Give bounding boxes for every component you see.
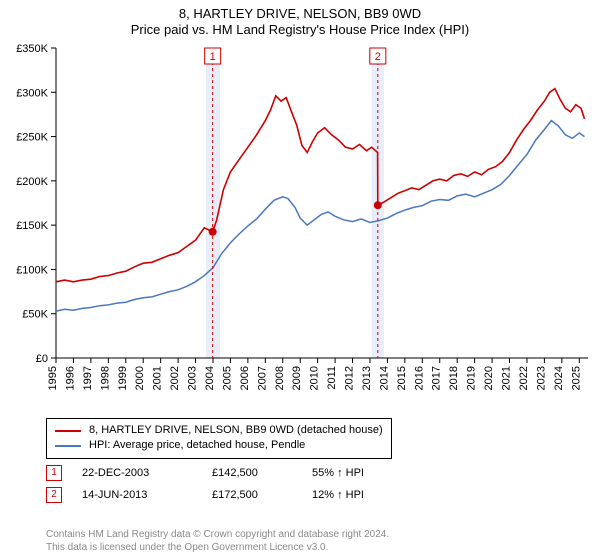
legend: 8, HARTLEY DRIVE, NELSON, BB9 0WD (detac… bbox=[46, 418, 392, 459]
sales-marker-row: 1 22-DEC-2003 £142,500 55% ↑ HPI bbox=[46, 462, 422, 484]
svg-text:2020: 2020 bbox=[483, 366, 495, 390]
svg-text:2010: 2010 bbox=[309, 366, 321, 390]
attribution-line: This data is licensed under the Open Gov… bbox=[46, 541, 389, 554]
legend-item: HPI: Average price, detached house, Pend… bbox=[55, 438, 383, 453]
svg-text:2016: 2016 bbox=[413, 366, 425, 390]
svg-text:2000: 2000 bbox=[134, 366, 146, 390]
svg-text:2019: 2019 bbox=[466, 366, 478, 390]
svg-text:2009: 2009 bbox=[291, 366, 303, 390]
legend-swatch bbox=[55, 430, 81, 432]
legend-label: HPI: Average price, detached house, Pend… bbox=[89, 438, 305, 453]
svg-text:2022: 2022 bbox=[518, 366, 530, 390]
svg-text:2021: 2021 bbox=[501, 366, 513, 390]
line-chart: £0 £50K £100K £150K £200K £250K £300K £350K 1995… bbox=[0, 40, 600, 410]
svg-text:2011: 2011 bbox=[326, 366, 338, 390]
legend-item: 8, HARTLEY DRIVE, NELSON, BB9 0WD (detac… bbox=[55, 423, 383, 438]
chart-title: 8, HARTLEY DRIVE, NELSON, BB9 0WD bbox=[0, 6, 600, 22]
svg-text:2014: 2014 bbox=[378, 366, 390, 390]
svg-text:2024: 2024 bbox=[553, 366, 565, 390]
svg-text:2023: 2023 bbox=[535, 366, 547, 390]
svg-text:2004: 2004 bbox=[204, 366, 216, 390]
svg-text:2005: 2005 bbox=[221, 366, 233, 390]
chart-titles: 8, HARTLEY DRIVE, NELSON, BB9 0WD Price … bbox=[0, 0, 600, 39]
svg-text:1998: 1998 bbox=[99, 366, 111, 390]
marker-badge: 2 bbox=[46, 487, 62, 503]
svg-text:£50K: £50K bbox=[22, 309, 48, 321]
marker-hpi: 12% ↑ HPI bbox=[312, 489, 422, 501]
svg-text:2: 2 bbox=[375, 51, 381, 63]
marker-date: 14-JUN-2013 bbox=[82, 489, 212, 501]
sales-marker-row: 2 14-JUN-2013 £172,500 12% ↑ HPI bbox=[46, 484, 422, 506]
svg-text:1997: 1997 bbox=[82, 366, 94, 390]
svg-text:1: 1 bbox=[210, 51, 216, 63]
marker-price: £172,500 bbox=[212, 489, 312, 501]
marker-date: 22-DEC-2003 bbox=[82, 467, 212, 479]
svg-text:2017: 2017 bbox=[431, 366, 443, 390]
svg-text:2003: 2003 bbox=[187, 366, 199, 390]
svg-text:1999: 1999 bbox=[117, 366, 129, 390]
svg-text:2012: 2012 bbox=[344, 366, 356, 390]
svg-text:2013: 2013 bbox=[361, 366, 373, 390]
svg-text:£150K: £150K bbox=[16, 220, 48, 232]
svg-text:2018: 2018 bbox=[448, 366, 460, 390]
svg-text:£0: £0 bbox=[36, 353, 48, 365]
svg-text:2008: 2008 bbox=[274, 366, 286, 390]
svg-text:£100K: £100K bbox=[16, 264, 48, 276]
svg-text:2002: 2002 bbox=[169, 366, 181, 390]
legend-label: 8, HARTLEY DRIVE, NELSON, BB9 0WD (detac… bbox=[89, 423, 383, 438]
svg-text:2025: 2025 bbox=[570, 366, 582, 390]
legend-swatch bbox=[55, 445, 81, 447]
svg-text:1995: 1995 bbox=[47, 366, 59, 390]
marker-price: £142,500 bbox=[212, 467, 312, 479]
sales-marker-table: 1 22-DEC-2003 £142,500 55% ↑ HPI 2 14-JU… bbox=[46, 462, 422, 506]
attribution-line: Contains HM Land Registry data © Crown c… bbox=[46, 528, 389, 541]
svg-text:£350K: £350K bbox=[16, 43, 48, 55]
chart-svg: £0 £50K £100K £150K £200K £250K £300K £350K 1995… bbox=[0, 40, 600, 410]
marker-badge: 1 bbox=[46, 465, 62, 481]
svg-text:£250K: £250K bbox=[16, 132, 48, 144]
svg-text:1996: 1996 bbox=[64, 366, 76, 390]
svg-text:2007: 2007 bbox=[256, 366, 268, 390]
svg-text:2015: 2015 bbox=[396, 366, 408, 390]
svg-text:£300K: £300K bbox=[16, 87, 48, 99]
marker-hpi: 55% ↑ HPI bbox=[312, 467, 422, 479]
chart-subtitle: Price paid vs. HM Land Registry's House … bbox=[0, 22, 600, 38]
svg-text:£200K: £200K bbox=[16, 176, 48, 188]
svg-text:2001: 2001 bbox=[152, 366, 164, 390]
attribution: Contains HM Land Registry data © Crown c… bbox=[46, 528, 389, 554]
svg-text:2006: 2006 bbox=[239, 366, 251, 390]
